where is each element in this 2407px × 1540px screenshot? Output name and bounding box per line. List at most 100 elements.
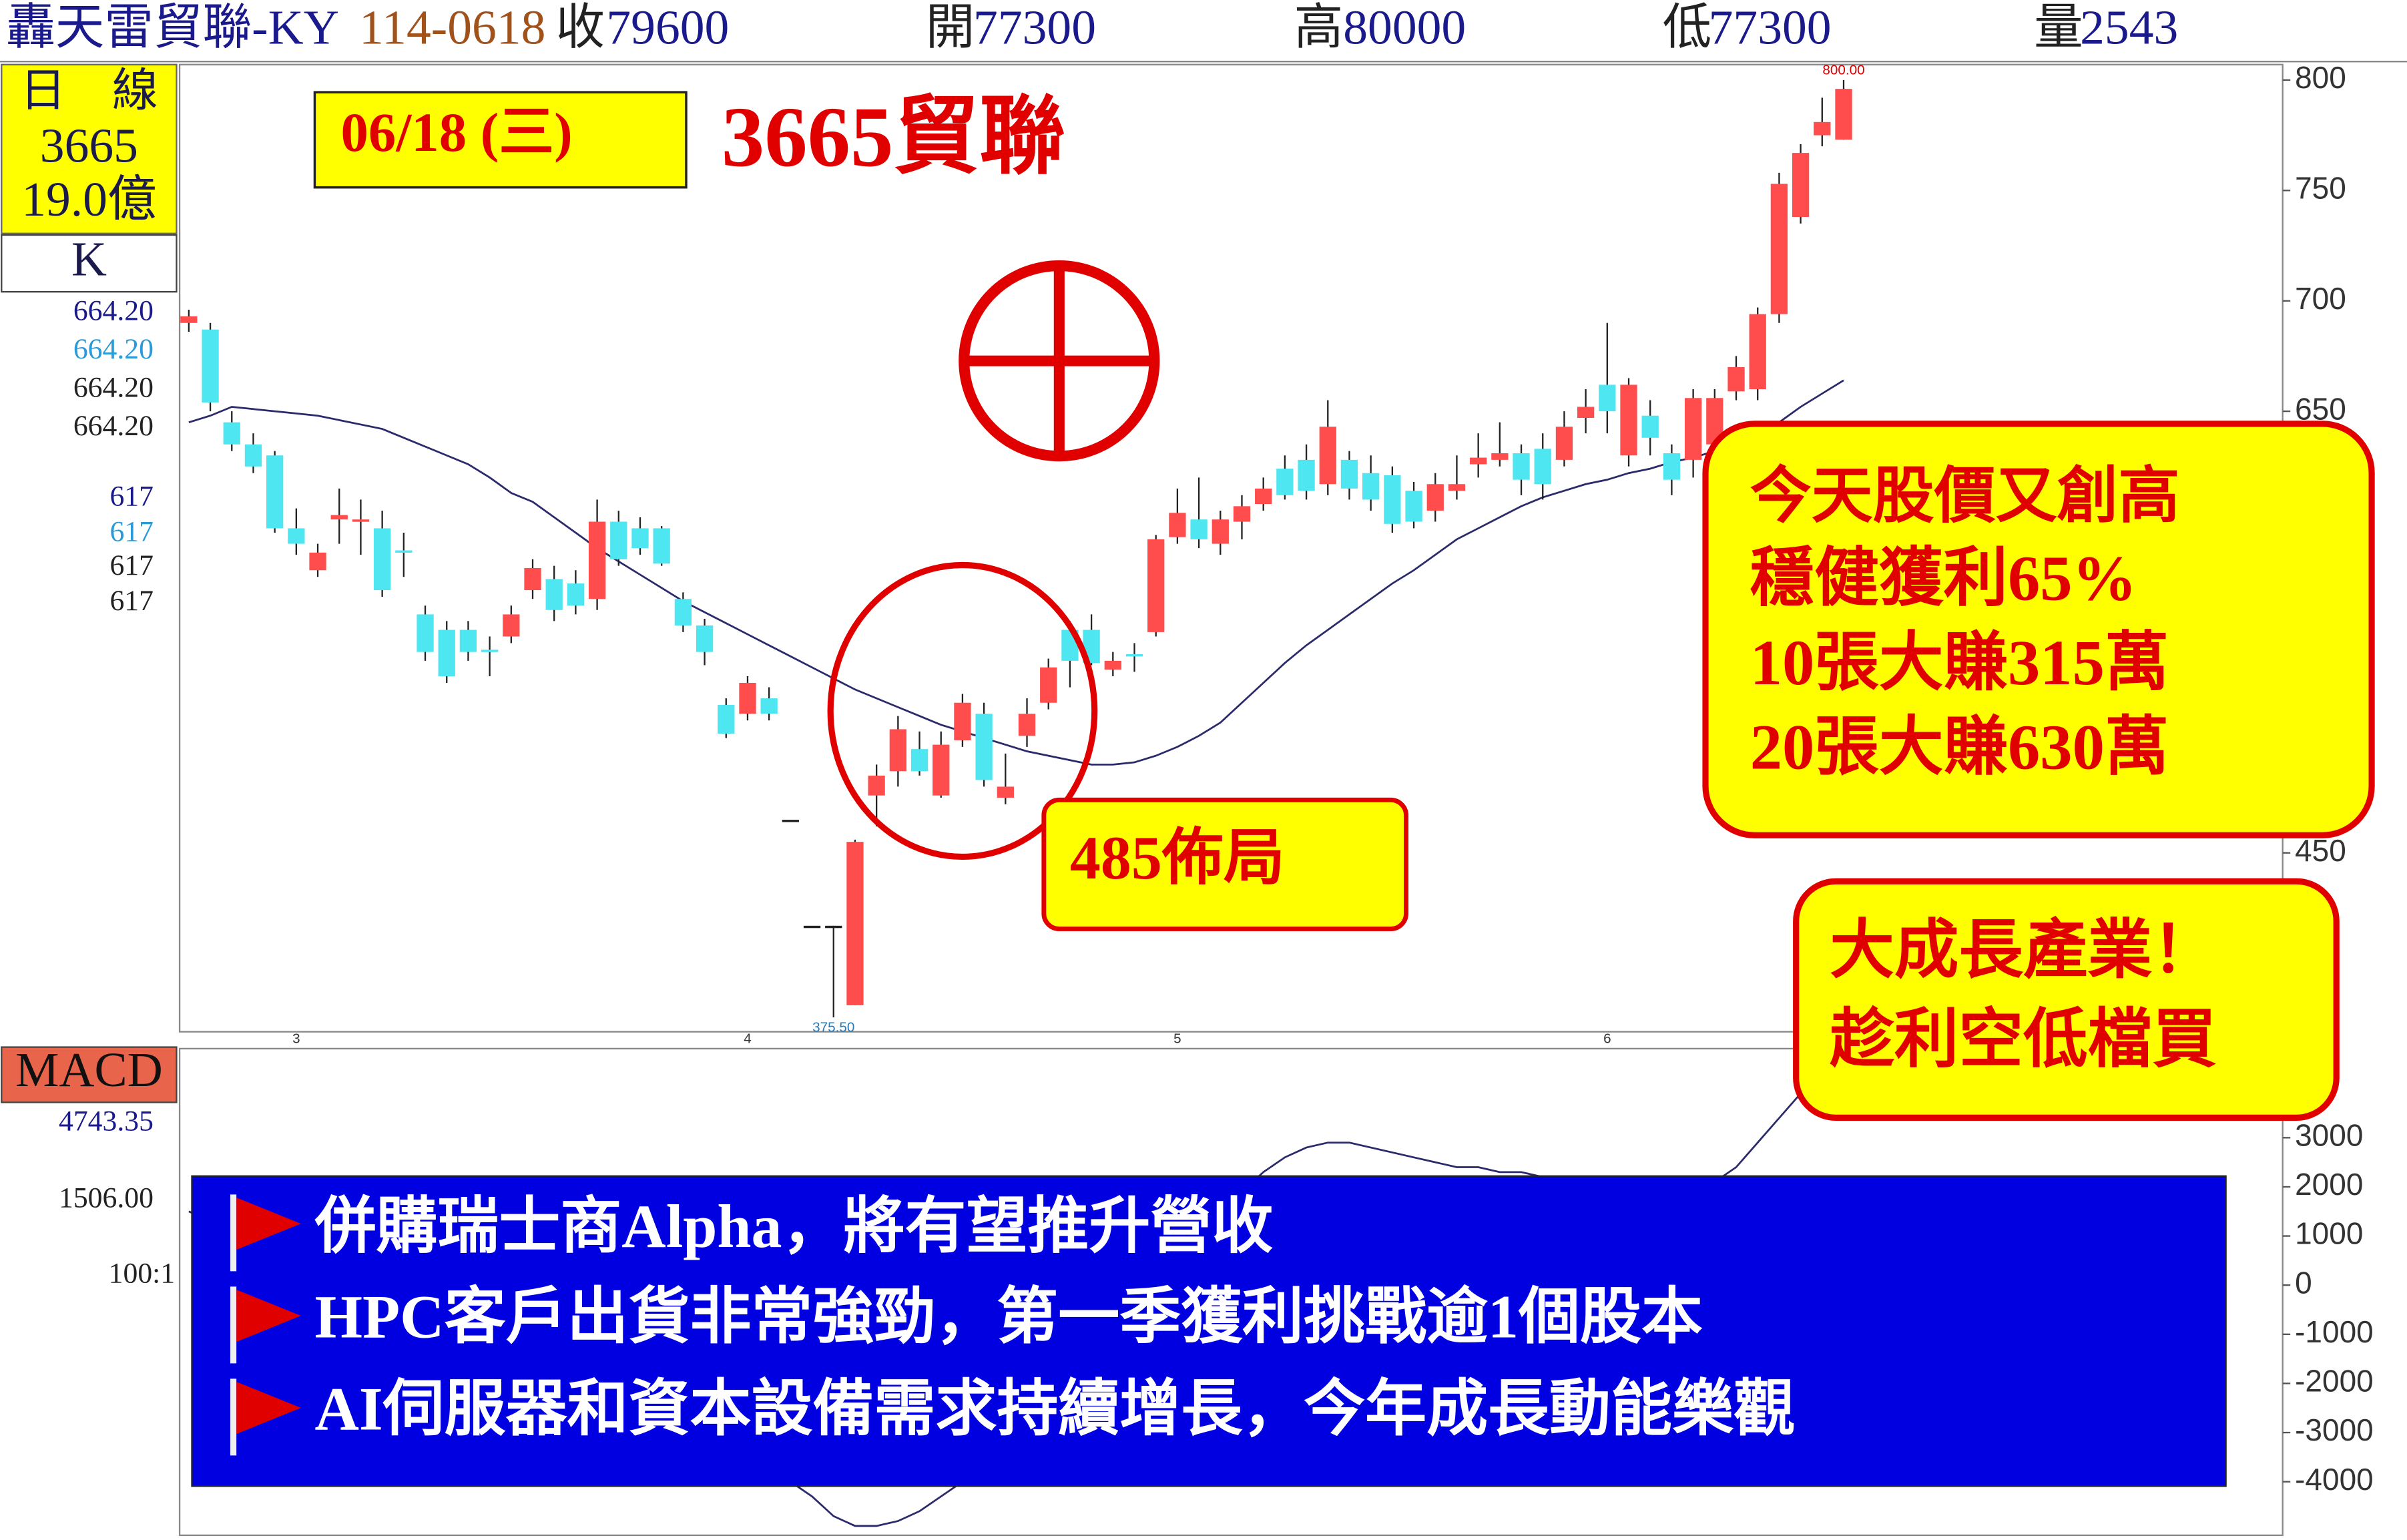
- candle-body: [1470, 457, 1487, 465]
- candle-body: [1212, 519, 1229, 544]
- period: 日 線: [20, 65, 158, 116]
- date-box: [313, 91, 688, 189]
- kind: K: [71, 232, 107, 286]
- date-label: 06/18 (三): [341, 101, 573, 163]
- candle-body: [1534, 449, 1551, 485]
- moving-average: [188, 379, 1844, 766]
- candle-body: [266, 455, 284, 529]
- candle-body: [1448, 484, 1466, 491]
- gain-line: 穩健獲利65%: [1750, 543, 2137, 614]
- macd-box: [1, 1046, 178, 1103]
- candle-body: [1362, 473, 1380, 500]
- level: 617: [109, 585, 154, 617]
- candle-body: [481, 650, 499, 652]
- candle-body: [718, 705, 735, 734]
- candle-body: [545, 579, 563, 610]
- y-tick-label: -2000: [2295, 1364, 2374, 1398]
- candle-body: [739, 682, 756, 714]
- y-tick-label: 800: [2295, 60, 2346, 95]
- macd-value: 4743.35: [59, 1105, 154, 1137]
- candle-body: [1125, 654, 1143, 657]
- candle-body: [1255, 488, 1272, 505]
- candle-body: [567, 583, 585, 606]
- candle-body: [1233, 506, 1251, 522]
- candle-body: [1835, 89, 1852, 140]
- low-label: 375.50: [812, 1020, 854, 1035]
- candle-body: [803, 925, 821, 929]
- candle-body: [1384, 475, 1401, 524]
- high-label: 800.00: [1822, 63, 1864, 78]
- y-tick-label: -4000: [2295, 1462, 2374, 1497]
- candle-body: [954, 702, 971, 740]
- candle-body: [1555, 427, 1573, 460]
- candle-body: [868, 775, 885, 796]
- candle-body: [1169, 513, 1186, 537]
- level: 617: [109, 516, 154, 548]
- candle-body: [1577, 407, 1595, 419]
- candle-body: [653, 528, 670, 564]
- y-tick-label: 0: [2295, 1265, 2312, 1300]
- entry-label: 485佈局: [1070, 824, 1285, 892]
- candle-body: [417, 614, 434, 652]
- open-label: 開: [926, 0, 975, 54]
- candle-body: [975, 714, 993, 780]
- x-tick-label: 3: [292, 1031, 300, 1047]
- candle-body: [288, 528, 305, 544]
- level: 617: [109, 481, 154, 513]
- candle-body: [1770, 184, 1788, 314]
- highlight-circle: [827, 561, 1098, 860]
- candle-body: [202, 329, 219, 403]
- y-tick-label: 700: [2295, 281, 2346, 316]
- candle-body: [1340, 459, 1358, 489]
- candle-body: [438, 629, 455, 677]
- candle-body: [846, 842, 864, 1005]
- gain-line: 今天股價又創高: [1750, 462, 2180, 530]
- level: 617: [109, 549, 154, 581]
- news-line: AI伺服器和資本設備需求持續增長，今年成長動能樂觀: [314, 1375, 1795, 1443]
- y-tick-label: 2000: [2295, 1167, 2363, 1202]
- close: 79600: [606, 0, 729, 54]
- price: 664.20: [73, 333, 154, 365]
- y-tick-label: 650: [2295, 391, 2346, 426]
- candle-body: [459, 629, 477, 652]
- candle-body: [1018, 714, 1036, 736]
- candle-body: [180, 316, 198, 323]
- low-label: 低: [1663, 0, 1712, 54]
- tip-line: 大成長產業！: [1830, 915, 2216, 986]
- macd-title: MACD: [15, 1042, 163, 1097]
- kind-box: [1, 234, 178, 293]
- signal-value: 1506.00: [59, 1182, 154, 1214]
- candle-body: [1599, 384, 1616, 412]
- header-title: 轟天雷: [6, 0, 154, 54]
- candle-body: [1641, 415, 1659, 438]
- candle-body: [1684, 398, 1702, 460]
- candle-body: [373, 528, 391, 591]
- candle-body: [588, 521, 606, 599]
- candle-body: [1405, 491, 1422, 522]
- candle-body: [1620, 384, 1637, 456]
- news-line: 併購瑞士商Alpha，將有望推升營收: [314, 1192, 1273, 1260]
- low: 77300: [1709, 0, 1832, 54]
- candle-body: [631, 528, 649, 549]
- flag: [230, 1194, 301, 1272]
- open: 77300: [973, 0, 1096, 54]
- x-tick-label: 5: [1173, 1031, 1181, 1047]
- tip-line: 趁利空低檔買: [1830, 1004, 2216, 1075]
- candle-body: [309, 552, 326, 571]
- volume: 2543: [2080, 0, 2178, 54]
- sidebar-box: [1, 63, 178, 234]
- y-tick-label: 1000: [2295, 1216, 2363, 1251]
- news-box: [191, 1175, 2227, 1487]
- x-tick-label: 4: [744, 1031, 752, 1047]
- ratio: 100:1: [109, 1257, 176, 1289]
- candle-body: [395, 550, 413, 553]
- news-line: HPC客戶出貨非常強勁，第一季獲利挑戰逾1個股本: [314, 1283, 1703, 1351]
- candle-body: [1190, 519, 1208, 539]
- gain-line: 10張大賺315萬: [1750, 627, 2169, 698]
- price: 664.20: [73, 371, 154, 403]
- code: 3665: [40, 117, 138, 172]
- stock-name: 貿聯-KY: [154, 0, 339, 54]
- gain-line: 20張大賺630萬: [1750, 712, 2169, 783]
- volume-label: 量: [2034, 0, 2083, 54]
